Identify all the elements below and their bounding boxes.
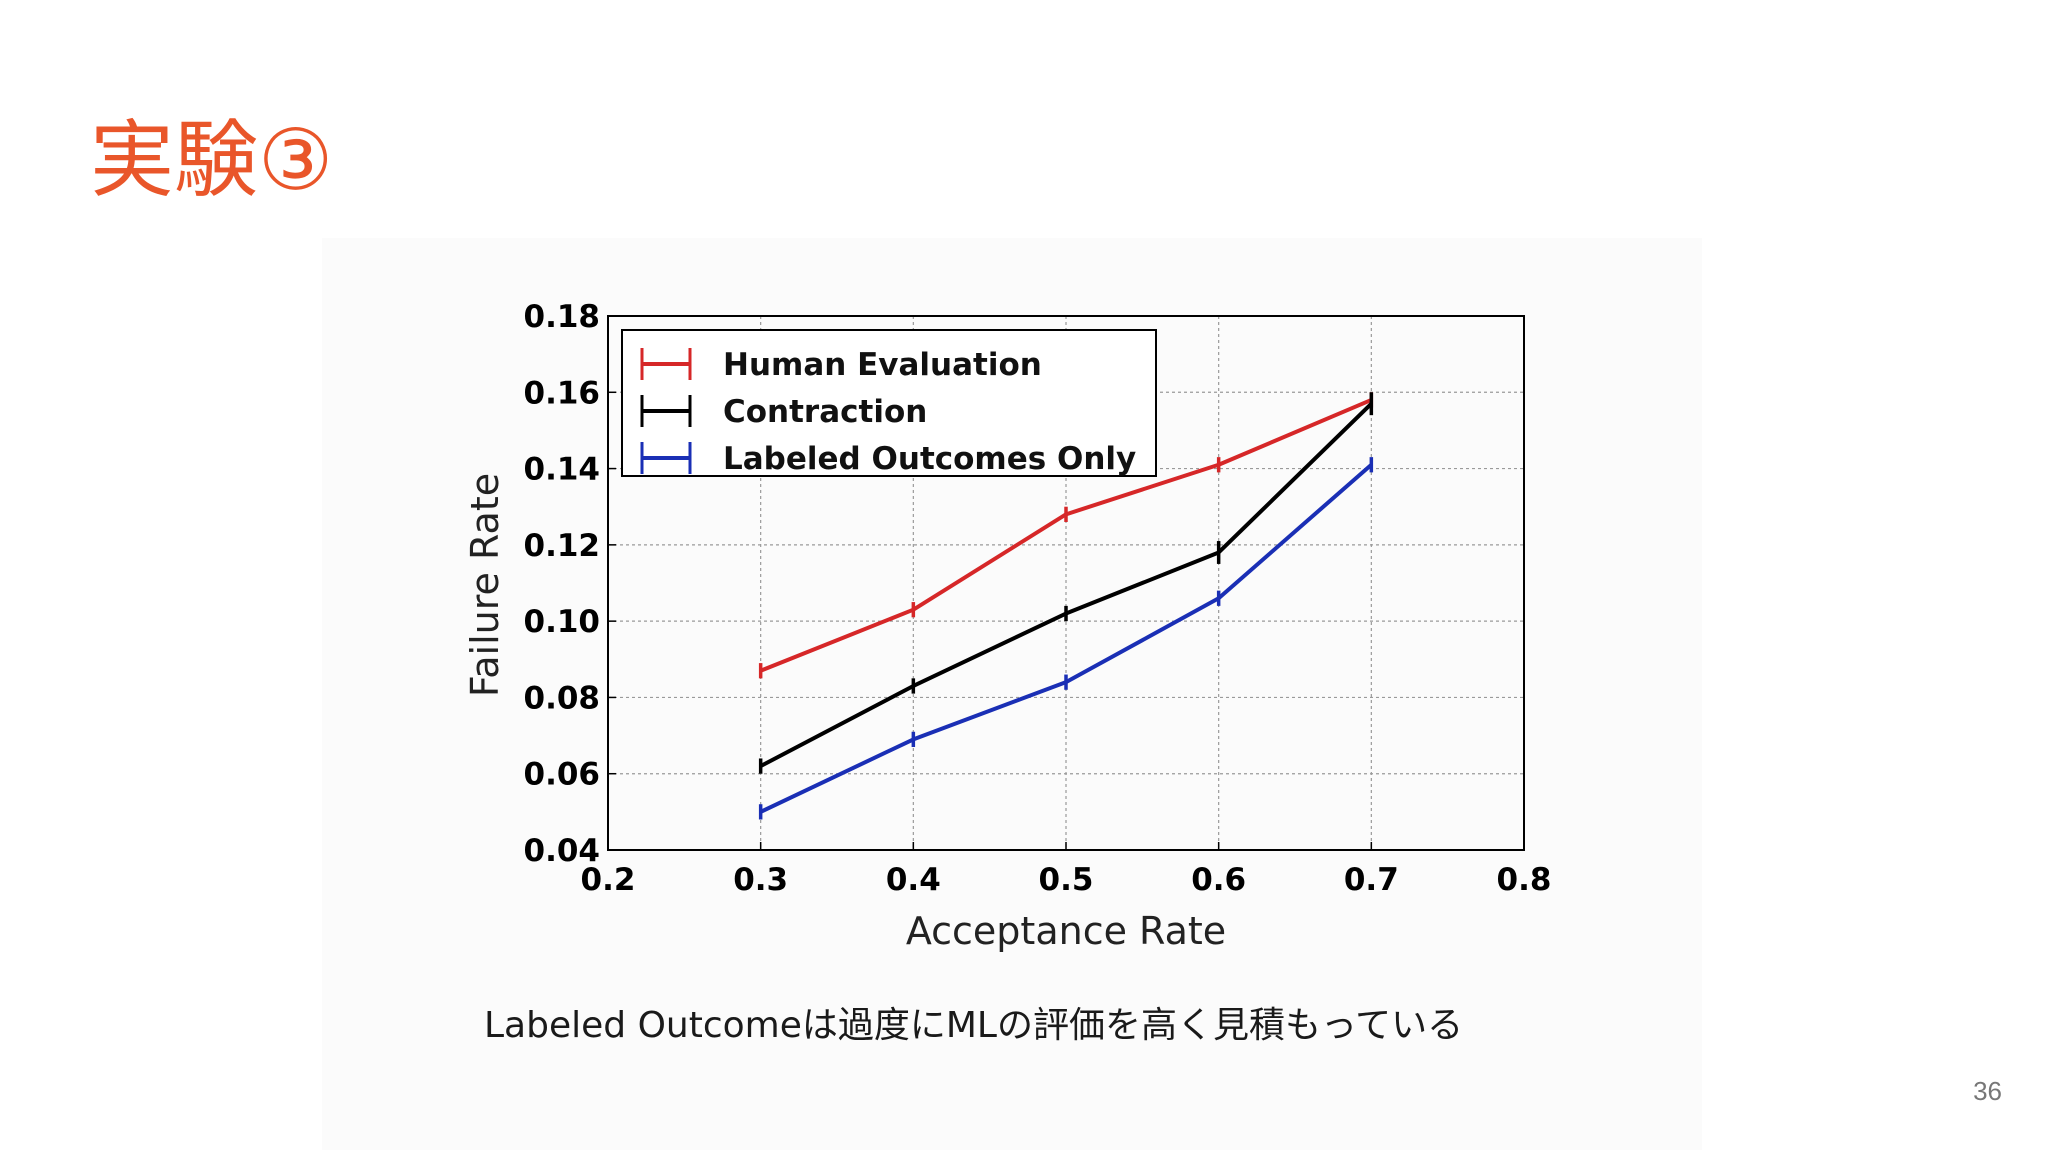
x-tick-label: 0.5 (1039, 862, 1094, 898)
page-number: 36 (1973, 1076, 2002, 1106)
y-tick-label: 0.06 (524, 757, 601, 793)
y-tick-label: 0.14 (524, 452, 601, 488)
slide-caption: Labeled Outcomeは過度にMLの評価を高く見積もっている (484, 1005, 1464, 1046)
series-layer (758, 392, 1374, 820)
chart-figure: 0.2 0.3 0.4 0.5 0.6 0.7 0.8 0.04 0.06 0.08 0.10 0.1… (322, 238, 1702, 1150)
legend-label-human-evaluation: Human Evaluation (723, 347, 1042, 383)
legend-label-labeled-outcomes-only: Labeled Outcomes Only (723, 441, 1136, 477)
ticks-layer: 0.2 0.3 0.4 0.5 0.6 0.7 0.8 0.04 0.06 0.08 0.10 0.1… (524, 299, 1552, 898)
y-tick-label: 0.04 (524, 833, 601, 869)
line-chart: 0.2 0.3 0.4 0.5 0.6 0.7 0.8 0.04 0.06 0.08 0.10 0.1… (463, 299, 1552, 953)
legend-label-contraction: Contraction (723, 394, 927, 430)
legend-items: Human Evaluation Contraction Labeled Outco… (640, 347, 1136, 477)
x-tick-label: 0.6 (1191, 862, 1246, 898)
x-axis-title: Acceptance Rate (906, 909, 1226, 953)
slide-title: 実験③ (90, 111, 334, 209)
x-tick-label: 0.8 (1497, 862, 1552, 898)
x-tick-label: 0.4 (886, 862, 941, 898)
y-tick-label: 0.12 (524, 528, 601, 564)
legend-box (621, 329, 1157, 477)
y-axis-title: Failure Rate (463, 473, 507, 697)
y-tick-label: 0.10 (524, 604, 601, 640)
x-tick-label: 0.3 (733, 862, 788, 898)
x-tick-label: 0.7 (1344, 862, 1399, 898)
y-tick-label: 0.18 (524, 299, 601, 335)
y-tick-label: 0.16 (524, 375, 601, 411)
y-tick-label: 0.08 (524, 680, 601, 716)
x-tick-label: 0.2 (581, 862, 636, 898)
chart-legend: Human Evaluation Contraction Labeled Outco… (621, 329, 1157, 477)
